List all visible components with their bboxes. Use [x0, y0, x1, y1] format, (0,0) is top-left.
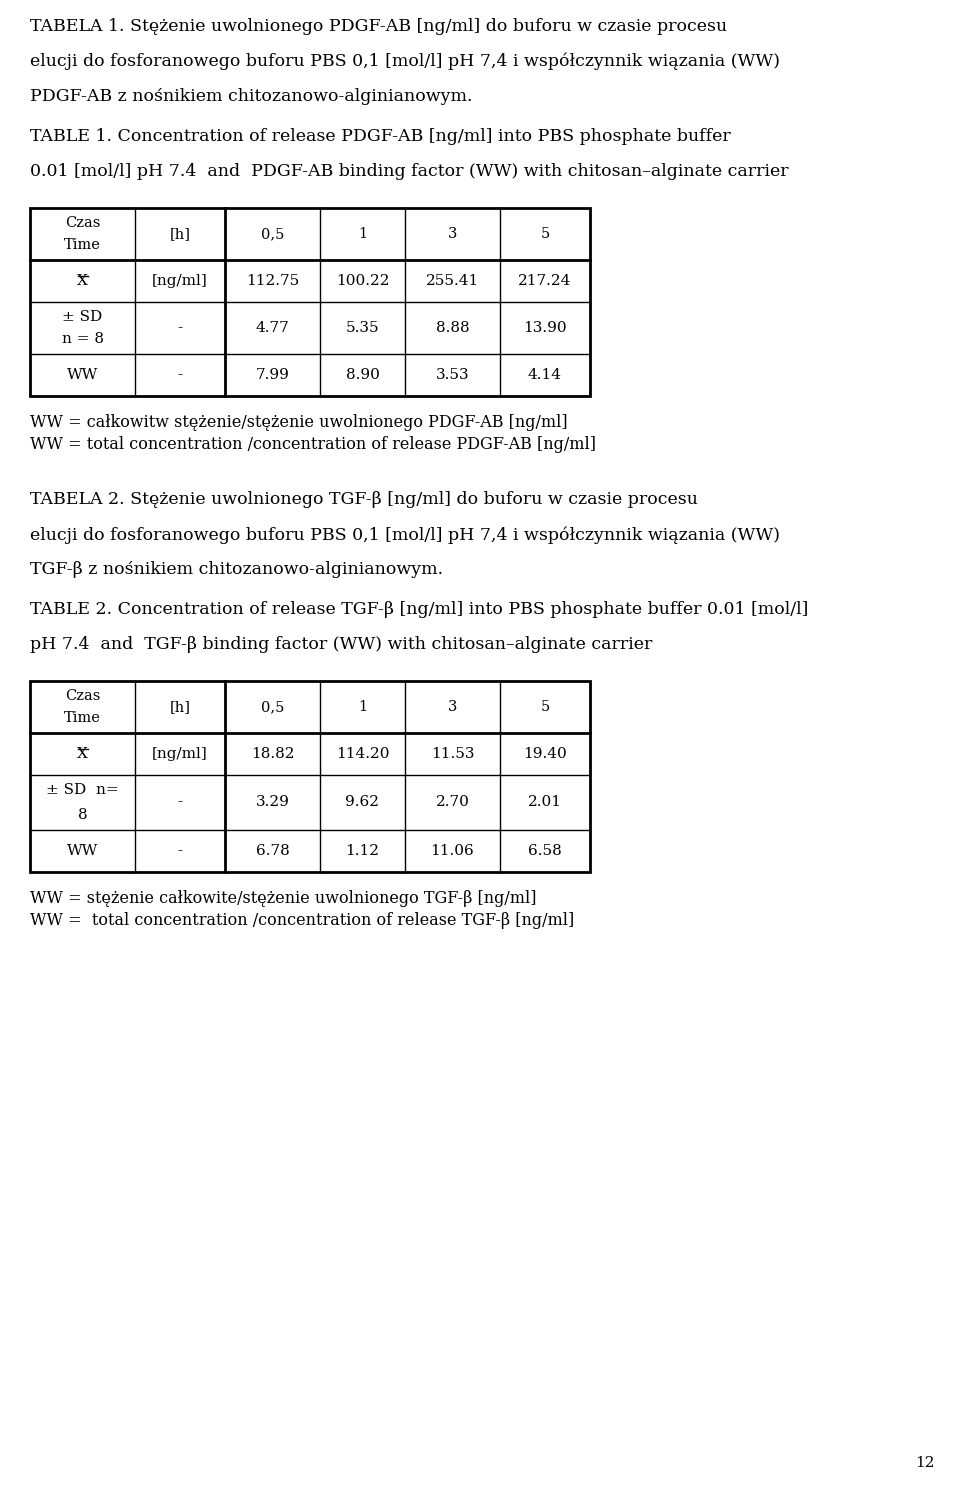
Text: pH 7.4  and  TGF-β binding factor (WW) with chitosan–alginate carrier: pH 7.4 and TGF-β binding factor (WW) wit… [30, 636, 653, 653]
Text: ± SD  n=: ± SD n= [46, 784, 119, 797]
Text: WW: WW [67, 367, 98, 382]
Text: 5: 5 [540, 228, 550, 241]
Text: [h]: [h] [170, 700, 190, 714]
Text: 11.53: 11.53 [431, 746, 474, 761]
Bar [30, 208, 590, 396]
Text: PDGF-AB z nośnikiem chitozanowo-alginianowym.: PDGF-AB z nośnikiem chitozanowo-alginian… [30, 88, 472, 106]
Text: 1.12: 1.12 [346, 845, 379, 858]
Text: 0,5: 0,5 [261, 700, 284, 714]
Text: WW = stężenie całkowite/stężenie uwolnionego TGF-β [ng/ml]: WW = stężenie całkowite/stężenie uwolnio… [30, 891, 537, 907]
Text: Czas: Czas [65, 216, 100, 230]
Text: 7.99: 7.99 [255, 367, 289, 382]
Bar [30, 681, 590, 871]
Text: 3: 3 [447, 228, 457, 241]
Text: 255.41: 255.41 [426, 274, 479, 288]
Text: elucji do fosforanowego buforu PBS 0,1 [mol/l] pH 7,4 i współczynnik wiązania (W: elucji do fosforanowego buforu PBS 0,1 [… [30, 526, 780, 544]
Text: Czas: Czas [65, 688, 100, 703]
Text: 8.90: 8.90 [346, 367, 379, 382]
Text: 4.77: 4.77 [255, 321, 289, 335]
Text: 5.35: 5.35 [346, 321, 379, 335]
Text: 2.01: 2.01 [528, 796, 562, 809]
Text: 11.06: 11.06 [431, 845, 474, 858]
Text: 4.14: 4.14 [528, 367, 562, 382]
Text: 3: 3 [447, 700, 457, 714]
Text: Time: Time [64, 238, 101, 251]
Bar [30, 681, 590, 871]
Text: TABLE 2. Concentration of release TGF-β [ng/ml] into PBS phosphate buffer 0.01 [: TABLE 2. Concentration of release TGF-β … [30, 601, 808, 619]
Text: 8.88: 8.88 [436, 321, 469, 335]
Text: 1: 1 [358, 228, 367, 241]
Text: 0.01 [mol/l] pH 7.4  and  PDGF-AB binding factor (WW) with chitosan–alginate car: 0.01 [mol/l] pH 7.4 and PDGF-AB binding … [30, 164, 788, 180]
Text: -: - [178, 321, 182, 335]
Text: WW: WW [67, 845, 98, 858]
Text: WW = total concentration /concentration of release PDGF-AB [ng/ml]: WW = total concentration /concentration … [30, 436, 596, 454]
Text: X: X [77, 746, 88, 761]
Text: [h]: [h] [170, 228, 190, 241]
Text: -: - [178, 845, 182, 858]
Text: elucji do fosforanowego buforu PBS 0,1 [mol/l] pH 7,4 i współczynnik wiązania (W: elucji do fosforanowego buforu PBS 0,1 [… [30, 54, 780, 70]
Text: TGF-β z nośnikiem chitozanowo-alginianowym.: TGF-β z nośnikiem chitozanowo-alginianow… [30, 561, 444, 578]
Text: 114.20: 114.20 [336, 746, 389, 761]
Text: 0,5: 0,5 [261, 228, 284, 241]
Text: ± SD: ± SD [62, 309, 103, 324]
Text: 3.29: 3.29 [255, 796, 289, 809]
Text: TABELA 2. Stężenie uwolnionego TGF-β [ng/ml] do buforu w czasie procesu: TABELA 2. Stężenie uwolnionego TGF-β [ng… [30, 491, 698, 509]
Text: WW =  total concentration /concentration of release TGF-β [ng/ml]: WW = total concentration /concentration … [30, 912, 574, 929]
Text: 9.62: 9.62 [346, 796, 379, 809]
Text: 13.90: 13.90 [523, 321, 566, 335]
Text: TABLE 1. Concentration of release PDGF-AB [ng/ml] into PBS phosphate buffer: TABLE 1. Concentration of release PDGF-A… [30, 128, 731, 146]
Text: Time: Time [64, 711, 101, 726]
Text: 100.22: 100.22 [336, 274, 389, 288]
Text: 19.40: 19.40 [523, 746, 566, 761]
Text: 6.58: 6.58 [528, 845, 562, 858]
Text: 5: 5 [540, 700, 550, 714]
Text: X: X [77, 274, 88, 288]
Text: 18.82: 18.82 [251, 746, 295, 761]
Text: 6.78: 6.78 [255, 845, 289, 858]
Text: 8: 8 [78, 807, 87, 822]
Text: 2.70: 2.70 [436, 796, 469, 809]
Text: 12: 12 [916, 1456, 935, 1471]
Text: 3.53: 3.53 [436, 367, 469, 382]
Text: 1: 1 [358, 700, 367, 714]
Text: 217.24: 217.24 [518, 274, 572, 288]
Text: WW = całkowitw stężenie/stężenie uwolnionego PDGF-AB [ng/ml]: WW = całkowitw stężenie/stężenie uwolnio… [30, 413, 567, 431]
Text: -: - [178, 796, 182, 809]
Bar [30, 208, 590, 396]
Text: 112.75: 112.75 [246, 274, 300, 288]
Text: -: - [178, 367, 182, 382]
Text: [ng/ml]: [ng/ml] [152, 746, 208, 761]
Text: n = 8: n = 8 [61, 332, 104, 346]
Text: [ng/ml]: [ng/ml] [152, 274, 208, 288]
Text: TABELA 1. Stężenie uwolnionego PDGF-AB [ng/ml] do buforu w czasie procesu: TABELA 1. Stężenie uwolnionego PDGF-AB [… [30, 18, 727, 36]
